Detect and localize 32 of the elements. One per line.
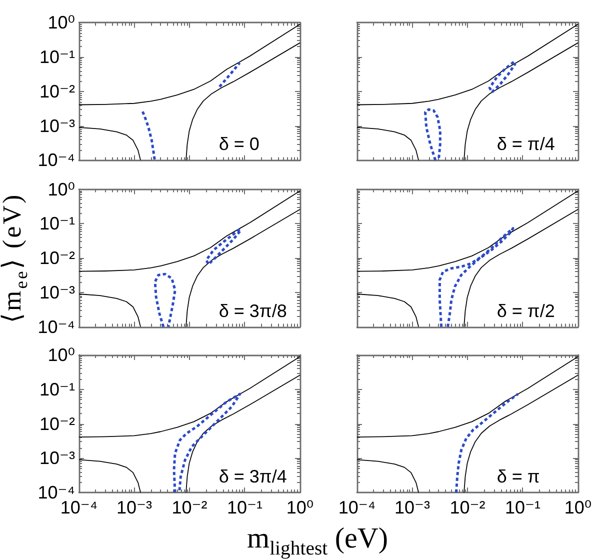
x-tick-label: 10⁻¹ [226,498,263,518]
annotation: δ = π/2 [496,300,555,321]
y-tick-label: 10⁻³ [39,116,75,136]
y-tick-label: 10⁻² [39,81,75,102]
annotation: δ = 0 [218,134,260,154]
annotation: δ = 3π/8 [218,300,287,321]
x-axis-title: m$_{lightest}$ (eV) [247,522,388,560]
y-tick-label: 10⁰ [48,345,75,365]
annotation: δ = 3π/4 [218,466,287,486]
line-series [141,110,156,162]
y-tick-label: 10⁰ [48,179,75,200]
annotation: δ = π [496,466,540,486]
x-tick-label: 10⁰ [564,498,592,518]
line-series [154,272,176,328]
y-tick-label: 10⁰ [48,12,75,33]
x-tick-label: 10⁻² [172,498,208,518]
x-tick-label: 10⁻¹ [504,498,541,518]
y-tick-label: 10⁻³ [39,448,75,468]
y-tick-label: 10⁻⁴ [38,316,75,337]
y-tick-label: 10⁻² [39,248,75,268]
y-tick-label: 10⁻³ [39,282,75,302]
y-tick-label: 10⁻¹ [39,214,75,234]
annotation: δ = π/4 [496,134,555,154]
x-tick-label: 10⁰ [286,498,314,518]
x-tick-label: 10⁻³ [116,498,152,518]
x-tick-label: 10⁻³ [394,498,430,518]
y-tick-label: 10⁻² [39,414,75,434]
x-tick-label: 10⁻⁴ [338,498,376,518]
y-tick-label: 10⁻¹ [39,379,75,400]
y-tick-label: 10⁻¹ [39,47,75,68]
x-tick-label: 10⁻² [450,498,486,518]
y-tick-label: 10⁻⁴ [38,150,75,170]
